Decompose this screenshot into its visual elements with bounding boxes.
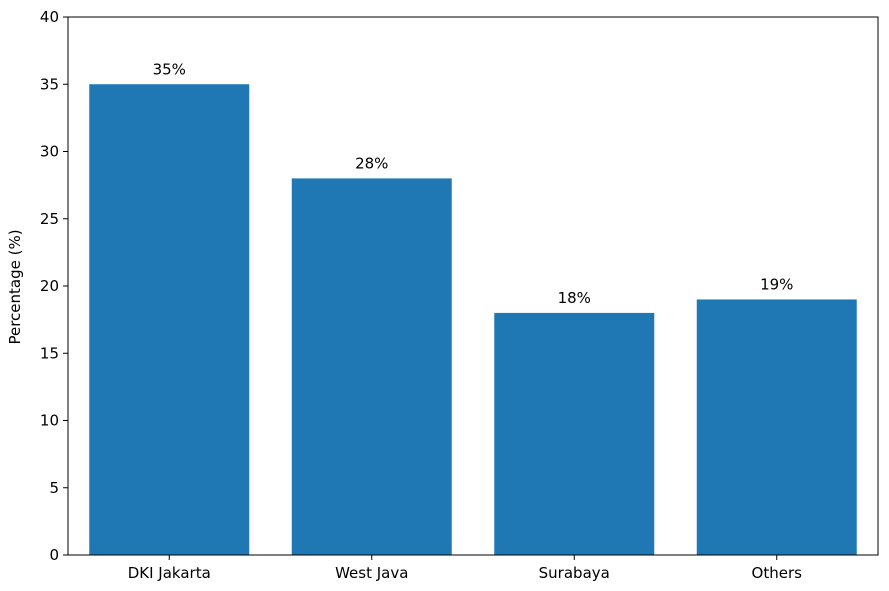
- y-tick-label: 5: [49, 479, 59, 497]
- bar-others: [696, 299, 857, 555]
- y-tick-label: 20: [40, 277, 59, 295]
- x-tick-label-west-java: West Java: [335, 564, 408, 582]
- data-label-dki-jakarta: 35%: [153, 60, 186, 78]
- data-label-surabaya: 18%: [558, 289, 591, 307]
- data-label-others: 19%: [760, 275, 793, 293]
- y-tick-label: 0: [49, 546, 59, 564]
- bar-dki-jakarta: [89, 84, 250, 555]
- y-tick-label: 15: [40, 344, 59, 362]
- x-tick-label-surabaya: Surabaya: [539, 564, 610, 582]
- plot-frame: [67, 16, 879, 556]
- bars-layer: [89, 84, 857, 555]
- bar-surabaya: [494, 312, 655, 555]
- bar-west-java: [291, 178, 452, 555]
- x-tick-label-others: Others: [752, 564, 803, 582]
- axes-layer: DKI Jakarta West Java Surabaya Others 0 5 10 15…: [40, 8, 879, 582]
- data-label-west-java: 28%: [355, 154, 388, 172]
- y-tick-label: 30: [40, 143, 59, 161]
- y-tick-label: 35: [40, 75, 59, 93]
- data-labels-layer: 35% 28% 18% 19%: [153, 60, 794, 307]
- y-tick-label: 10: [40, 412, 59, 430]
- y-tick-label: 25: [40, 210, 59, 228]
- y-axis-title: Percentage (%): [6, 229, 24, 344]
- x-tick-label-dki-jakarta: DKI Jakarta: [128, 564, 211, 582]
- y-tick-label: 40: [40, 8, 59, 26]
